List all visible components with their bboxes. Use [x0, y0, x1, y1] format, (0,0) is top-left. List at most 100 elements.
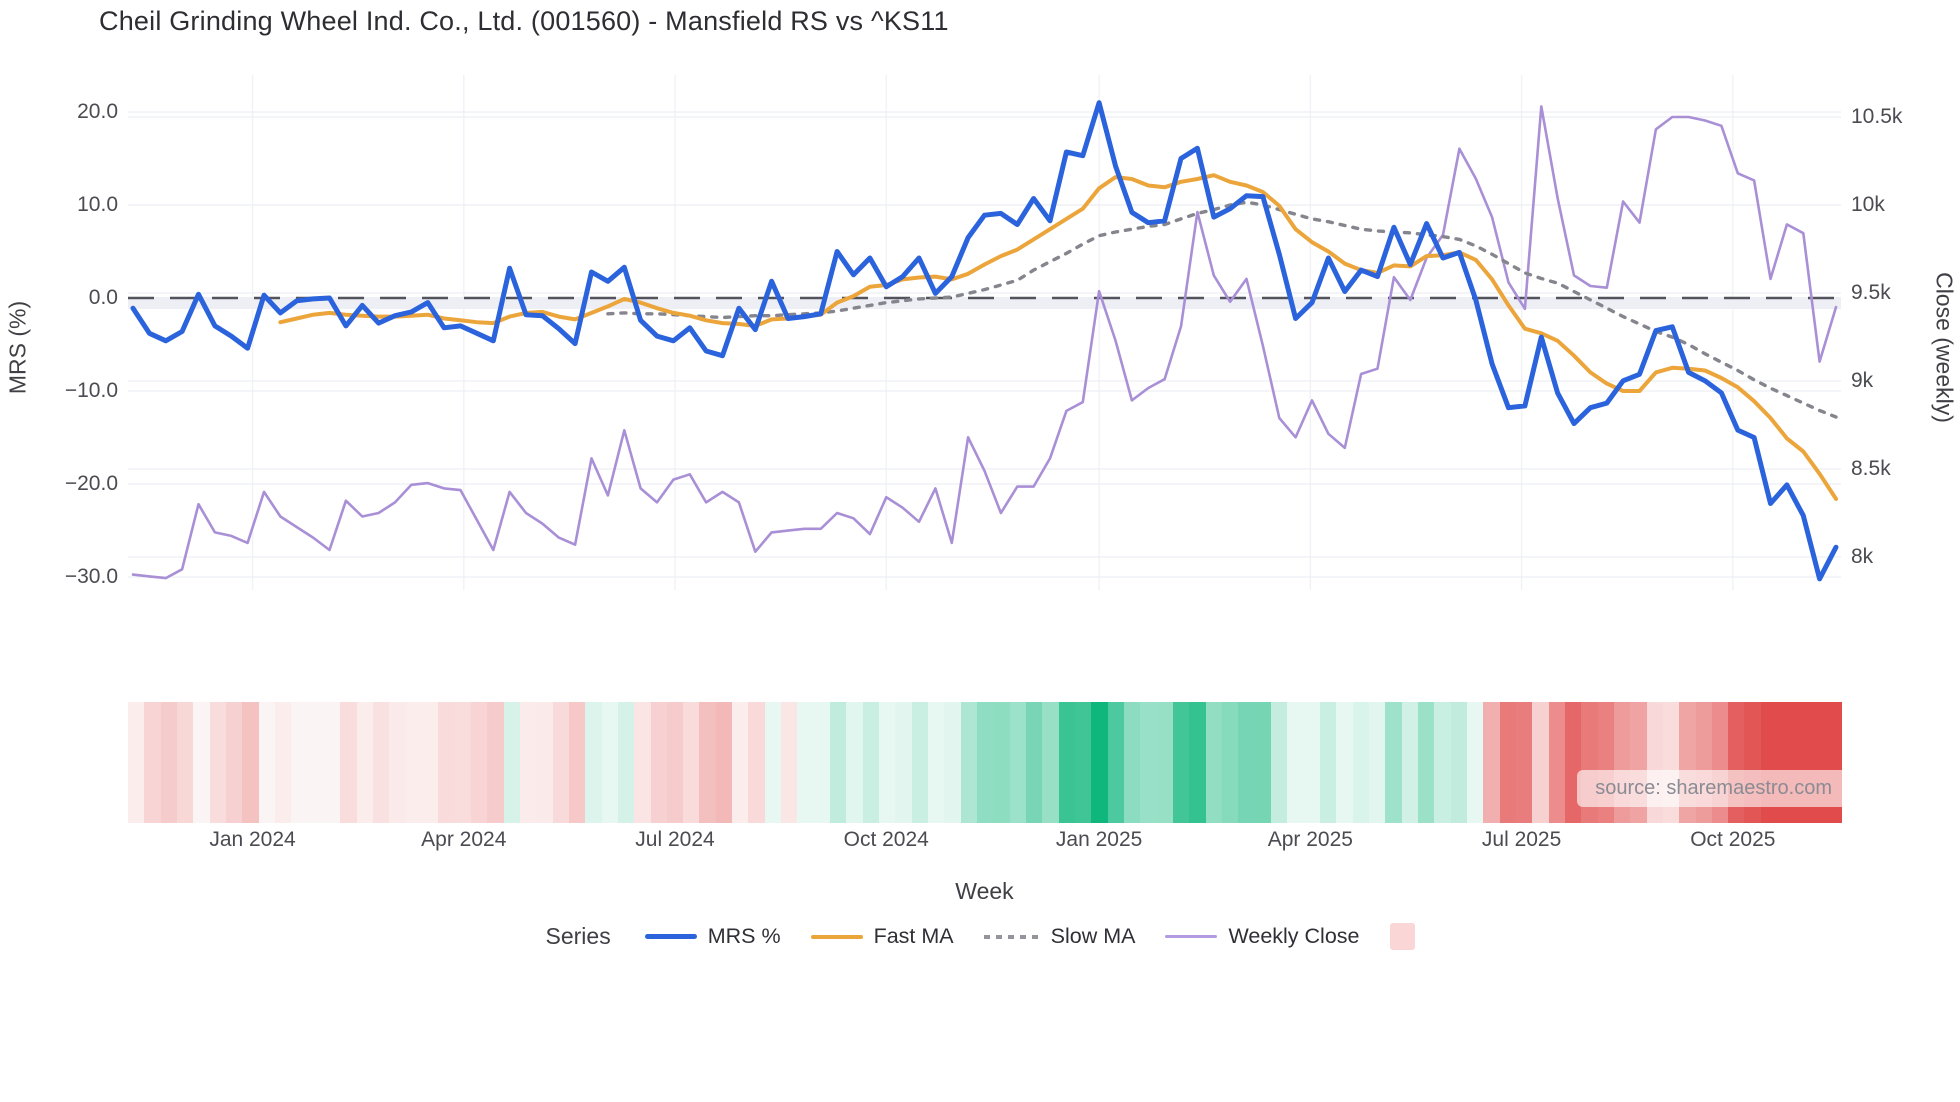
- y-left-tick-label: −10.0: [64, 379, 118, 402]
- heat-cell: [830, 702, 847, 823]
- heat-cell: [291, 702, 308, 823]
- heat-cell: [536, 702, 553, 823]
- heatmap-swatch-icon: [1389, 923, 1415, 950]
- heat-cell: [928, 702, 945, 823]
- y-axis-left-title: MRS (%): [4, 300, 31, 395]
- heat-cell: [715, 702, 733, 823]
- y-left-tick-label: 10.0: [77, 193, 118, 216]
- heat-cell: [993, 702, 1010, 823]
- heat-cell: [601, 702, 618, 823]
- x-tick-label: Jan 2024: [209, 828, 296, 851]
- heat-cell: [781, 702, 798, 823]
- heat-cell: [1156, 702, 1173, 823]
- fast-ma-line: [278, 173, 1838, 501]
- heat-cell: [895, 702, 912, 823]
- x-tick-label: Apr 2025: [1267, 828, 1353, 851]
- legend-item-fast-ma[interactable]: Fast MA: [810, 924, 954, 949]
- heat-cell: [1401, 702, 1418, 823]
- y-left-tick-label: −30.0: [64, 565, 118, 588]
- heat-cell: [242, 702, 259, 823]
- y-left-tick-label: 20.0: [77, 100, 118, 123]
- legend-item-label: Fast MA: [873, 924, 954, 948]
- heat-cell: [144, 702, 161, 823]
- legend-item-mrs-[interactable]: MRS %: [644, 924, 781, 949]
- heat-cell: [1303, 702, 1320, 823]
- heat-cell: [650, 702, 667, 823]
- heat-cell: [617, 702, 635, 823]
- heat-cell: [487, 702, 504, 823]
- heat-cell: [1450, 702, 1467, 823]
- heat-cell: [1385, 702, 1402, 823]
- heat-cell: [666, 702, 684, 823]
- heat-cell: [307, 702, 324, 823]
- heat-cell: [1483, 702, 1500, 823]
- heat-cell: [1466, 702, 1484, 823]
- heat-cell: [683, 702, 700, 823]
- legend-item-slow-ma[interactable]: Slow MA: [983, 924, 1135, 949]
- heat-cell: [1058, 702, 1076, 823]
- heat-cell: [552, 702, 569, 823]
- heat-cell: [1434, 702, 1451, 823]
- heat-cell: [1140, 702, 1157, 823]
- fast-ma-line-swatch-icon: [810, 934, 863, 939]
- source-watermark: source: sharemaestro.com: [1577, 770, 1850, 807]
- x-axis-title: Week: [955, 878, 1014, 904]
- heat-cell: [1532, 702, 1549, 823]
- y-right-tick-label: 8.5k: [1851, 457, 1891, 480]
- heat-cell: [862, 702, 880, 823]
- heat-cell: [421, 702, 439, 823]
- heat-cell: [372, 702, 390, 823]
- heat-cell: [813, 702, 831, 823]
- mrs-line-swatch-icon: [644, 934, 697, 939]
- heat-cell: [1417, 702, 1435, 823]
- heat-cell: [732, 702, 749, 823]
- y-left-tick-label: −20.0: [64, 472, 118, 495]
- heat-cell: [454, 702, 471, 823]
- heat-cell: [977, 702, 994, 823]
- heat-cell: [634, 702, 651, 823]
- heat-cell: [699, 702, 716, 823]
- heat-cell: [1287, 702, 1304, 823]
- y-right-tick-label: 9.5k: [1851, 281, 1891, 304]
- heat-cell: [1075, 702, 1092, 823]
- heat-cell: [503, 702, 520, 823]
- heat-cell: [1107, 702, 1125, 823]
- heat-cell: [438, 702, 455, 823]
- heat-cell: [1254, 702, 1271, 823]
- heat-cell: [274, 702, 292, 823]
- legend-item-weekly-close[interactable]: Weekly Close: [1165, 924, 1360, 949]
- y-right-tick-label: 10k: [1851, 193, 1885, 216]
- legend-item-label: Weekly Close: [1228, 924, 1360, 948]
- heat-cell: [1238, 702, 1255, 823]
- heat-cell: [1319, 702, 1337, 823]
- weekly-close-line-swatch-icon: [1165, 935, 1218, 938]
- weekly-close-line: [131, 105, 1838, 580]
- heat-cell: [258, 702, 275, 823]
- heat-cell: [340, 702, 357, 823]
- heat-cell: [1026, 702, 1043, 823]
- y-right-tick-label: 9k: [1851, 369, 1874, 392]
- heat-cell: [1564, 702, 1582, 823]
- heat-cell: [797, 702, 814, 823]
- x-tick-label: Jul 2024: [635, 828, 715, 851]
- heat-cell: [389, 702, 406, 823]
- heat-cell: [209, 702, 226, 823]
- slow-ma-dash-swatch-icon: [983, 934, 1040, 939]
- heat-cell: [1499, 702, 1516, 823]
- x-tick-label: Oct 2025: [1690, 828, 1776, 851]
- heat-cell: [568, 702, 586, 823]
- legend-item-heatmap[interactable]: [1389, 923, 1415, 950]
- heat-cell: [1270, 702, 1288, 823]
- heat-cell: [470, 702, 488, 823]
- heat-cell: [1515, 702, 1533, 823]
- heat-cell: [846, 702, 863, 823]
- chart-title: Cheil Grinding Wheel Ind. Co., Ltd. (001…: [99, 6, 949, 36]
- x-tick-label: Apr 2024: [421, 828, 507, 851]
- heat-cell: [1009, 702, 1027, 823]
- heat-cell: [1336, 702, 1353, 823]
- heat-cell: [1221, 702, 1239, 823]
- legend-title: Series: [545, 923, 611, 949]
- line-plot: [128, 75, 1841, 590]
- x-tick-label: Jan 2025: [1055, 828, 1143, 851]
